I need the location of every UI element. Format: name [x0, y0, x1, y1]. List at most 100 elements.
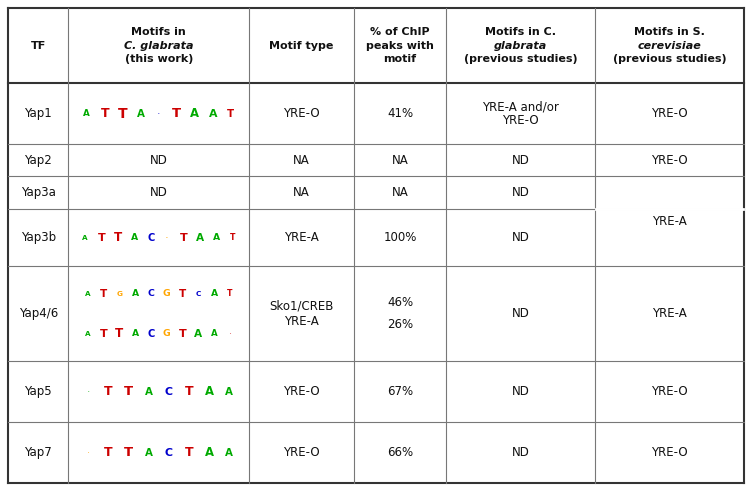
Text: C: C — [147, 329, 155, 339]
Text: T: T — [114, 231, 122, 244]
Text: peaks with: peaks with — [366, 41, 434, 51]
Text: (previous studies): (previous studies) — [464, 54, 578, 64]
Text: A: A — [213, 233, 220, 242]
Text: NA: NA — [293, 186, 310, 199]
Text: 67%: 67% — [387, 385, 413, 398]
Text: Yap3a: Yap3a — [21, 186, 56, 199]
Text: A: A — [145, 448, 153, 458]
Text: T: T — [172, 108, 181, 120]
Text: A: A — [211, 329, 217, 338]
Text: A: A — [190, 108, 199, 120]
Text: NA: NA — [293, 154, 310, 166]
Text: A: A — [226, 387, 233, 397]
Text: YRE-A: YRE-A — [284, 231, 319, 244]
Text: T: T — [124, 446, 133, 459]
Text: YRE-O: YRE-O — [651, 154, 688, 166]
Text: A: A — [85, 331, 90, 337]
Text: G: G — [117, 291, 123, 297]
Text: C: C — [196, 291, 201, 297]
Text: T: T — [179, 289, 186, 299]
Text: % of ChIP: % of ChIP — [370, 27, 430, 37]
Text: A: A — [196, 233, 204, 243]
Text: YRE-O: YRE-O — [284, 385, 320, 398]
Text: T: T — [180, 233, 187, 243]
Text: YRE-O: YRE-O — [651, 385, 688, 398]
Text: A: A — [211, 290, 217, 299]
Text: 41%: 41% — [387, 108, 413, 120]
Text: NA: NA — [392, 154, 408, 166]
Text: Yap7: Yap7 — [24, 446, 52, 459]
Text: A: A — [194, 329, 202, 339]
Text: C: C — [147, 290, 154, 299]
Text: 100%: 100% — [384, 231, 417, 244]
Text: A: A — [131, 233, 138, 242]
Text: T: T — [185, 385, 193, 398]
Text: Yap5: Yap5 — [24, 385, 52, 398]
Text: ND: ND — [150, 154, 168, 166]
Text: YRE-A: YRE-A — [284, 315, 319, 328]
Text: T: T — [227, 290, 232, 299]
Text: T: T — [98, 233, 105, 243]
Text: A: A — [226, 448, 233, 458]
Text: motif: motif — [384, 54, 417, 64]
Text: T: T — [100, 289, 108, 299]
Text: ND: ND — [512, 154, 529, 166]
Text: A: A — [83, 109, 90, 118]
Text: Yap4/6: Yap4/6 — [19, 307, 58, 321]
Text: (previous studies): (previous studies) — [613, 54, 726, 64]
Text: 26%: 26% — [387, 318, 413, 331]
Text: TF: TF — [31, 41, 46, 51]
Text: Motifs in: Motifs in — [132, 27, 186, 37]
Text: Yap3b: Yap3b — [20, 231, 56, 244]
Text: cerevisiae: cerevisiae — [638, 41, 702, 51]
Text: NA: NA — [392, 186, 408, 199]
Text: T: T — [115, 327, 123, 340]
Text: Motifs in C.: Motifs in C. — [485, 27, 556, 37]
Text: ND: ND — [512, 446, 529, 459]
Text: G: G — [163, 290, 171, 299]
Text: T: T — [118, 107, 128, 121]
Text: Motif type: Motif type — [269, 41, 334, 51]
Text: A: A — [132, 290, 138, 299]
Text: A: A — [137, 109, 144, 119]
Text: G: G — [166, 237, 168, 238]
Text: A: A — [205, 446, 214, 459]
Text: 66%: 66% — [387, 446, 413, 459]
Text: YRE-O: YRE-O — [651, 446, 688, 459]
Text: ND: ND — [512, 307, 529, 321]
Text: C. glabrata: C. glabrata — [124, 41, 193, 51]
Text: A: A — [132, 329, 138, 338]
Text: T: T — [185, 446, 193, 459]
Text: T: T — [100, 329, 108, 339]
Text: YRE-O: YRE-O — [284, 108, 320, 120]
Text: C: C — [165, 448, 173, 458]
Text: Yap1: Yap1 — [24, 108, 52, 120]
Text: A: A — [205, 385, 214, 398]
Text: T: T — [179, 329, 186, 339]
Text: A: A — [85, 291, 90, 297]
Text: A: A — [88, 391, 89, 392]
Text: C: C — [165, 387, 173, 397]
Text: G: G — [163, 329, 171, 338]
Text: A: A — [208, 109, 217, 119]
Text: ND: ND — [150, 186, 168, 199]
Text: YRE-O: YRE-O — [651, 108, 688, 120]
Text: Yap2: Yap2 — [24, 154, 52, 166]
Text: Motifs in S.: Motifs in S. — [634, 27, 705, 37]
Text: YRE-A and/or: YRE-A and/or — [482, 101, 559, 114]
Text: T: T — [101, 108, 109, 120]
Text: A: A — [145, 387, 153, 397]
Text: YRE-A: YRE-A — [652, 307, 687, 321]
Text: YRE-O: YRE-O — [502, 114, 539, 127]
Text: T: T — [227, 109, 235, 119]
Text: YRE-A: YRE-A — [652, 215, 687, 228]
Text: A: A — [83, 235, 88, 241]
Text: YRE-O: YRE-O — [284, 446, 320, 459]
Text: T: T — [124, 385, 133, 398]
Text: T: T — [229, 333, 230, 334]
Text: C: C — [158, 113, 159, 114]
Text: (this work): (this work) — [125, 54, 193, 64]
Text: glabrata: glabrata — [494, 41, 547, 51]
Text: ND: ND — [512, 231, 529, 244]
Text: 46%: 46% — [387, 297, 413, 309]
